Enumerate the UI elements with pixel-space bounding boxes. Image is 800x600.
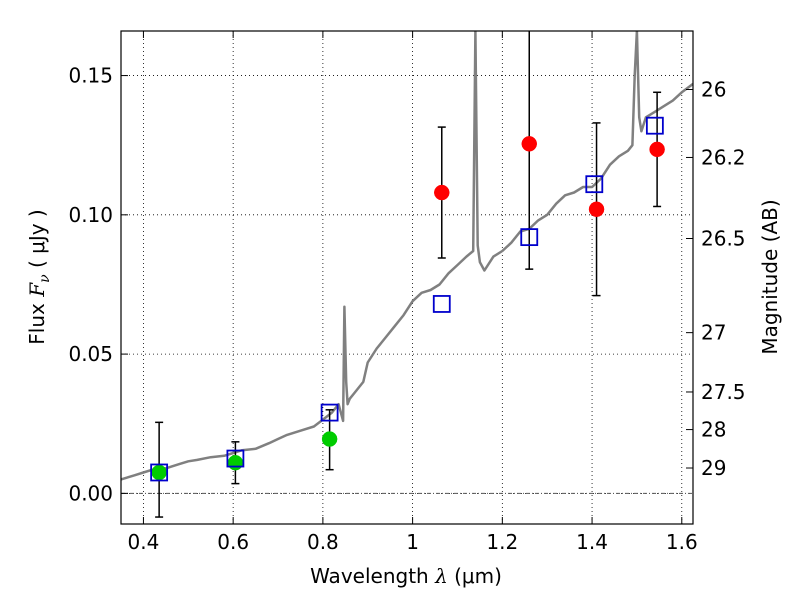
x-tick-label: 1.2 [486, 530, 518, 554]
model-spectrum-line [121, 31, 693, 481]
square-point [432, 295, 451, 313]
circle-point [227, 454, 244, 471]
circle-point [588, 201, 605, 218]
x-tick-label: 0.6 [217, 530, 249, 554]
square-point [320, 403, 339, 422]
right-tick-label: 26 [701, 77, 726, 101]
circle-point [151, 464, 167, 481]
y-tick-label: 0.15 [68, 64, 113, 88]
circle-point [521, 136, 538, 152]
x-axis-label: Wavelength λ (μm) [310, 564, 502, 588]
right-tick-label: 26.2 [701, 145, 746, 169]
plot-area [121, 31, 693, 524]
right-tick-label: 26.5 [701, 227, 746, 251]
x-tick-label: 1.4 [576, 530, 608, 554]
square-point [520, 228, 539, 247]
plot-frame [120, 30, 694, 525]
y-tick-label: 0.10 [68, 203, 113, 227]
data-markers [150, 31, 665, 518]
circle-point [649, 141, 665, 158]
y-axis-label: Flux Fν ( μJy ) [25, 209, 53, 344]
x-tick-label: 1 [406, 530, 419, 554]
square-point [226, 449, 245, 468]
axis-ticks [121, 31, 693, 524]
right-tick-label: 27.5 [701, 380, 746, 404]
right-tick-label: 29 [701, 456, 726, 480]
y-tick-label: 0.00 [68, 481, 113, 505]
right-tick-label: 27 [701, 321, 726, 345]
right-tick-label: 28 [701, 418, 726, 442]
right-axis-label: Magnitude (AB) [758, 199, 782, 354]
axis-tick-labels: 0.4 0.6 0.8 1 1.2 1.4 1.6 0.00 0.05 0.10 0.15 26 26.… [68, 64, 745, 554]
square-point [150, 463, 169, 482]
square-point [645, 116, 664, 135]
x-tick-label: 1.6 [666, 530, 698, 554]
square-point [585, 175, 604, 194]
y-tick-label: 0.05 [68, 342, 113, 366]
circle-point [434, 184, 450, 201]
x-tick-label: 0.4 [128, 530, 160, 554]
circle-point [321, 431, 338, 447]
x-tick-label: 0.8 [307, 530, 339, 554]
